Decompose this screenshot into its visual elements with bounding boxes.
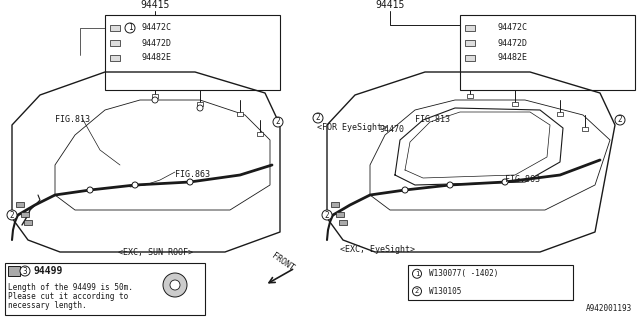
- Bar: [105, 15, 280, 90]
- Circle shape: [615, 115, 625, 125]
- Text: 2: 2: [10, 211, 14, 220]
- Circle shape: [197, 105, 203, 111]
- Text: 1: 1: [415, 271, 419, 277]
- Circle shape: [132, 182, 138, 188]
- Text: FIG.813: FIG.813: [415, 115, 450, 124]
- Bar: [557, 112, 563, 116]
- Text: W130077( -1402): W130077( -1402): [429, 269, 499, 278]
- Circle shape: [313, 113, 323, 123]
- Bar: [110, 25, 120, 31]
- Circle shape: [402, 187, 408, 193]
- Text: 94470: 94470: [380, 125, 405, 134]
- Text: 2: 2: [618, 116, 622, 124]
- Circle shape: [413, 269, 422, 278]
- Bar: [339, 220, 347, 225]
- Bar: [257, 132, 263, 136]
- Bar: [21, 212, 29, 217]
- Text: 94472D: 94472D: [142, 38, 172, 47]
- Bar: [582, 127, 588, 131]
- Text: FIG.863: FIG.863: [175, 170, 210, 179]
- Bar: [465, 55, 475, 61]
- Text: 94472C: 94472C: [497, 23, 527, 33]
- Text: FIG.863: FIG.863: [505, 175, 540, 184]
- Bar: [237, 112, 243, 116]
- Text: 94482E: 94482E: [497, 53, 527, 62]
- Text: Please cut it according to: Please cut it according to: [8, 292, 128, 301]
- Circle shape: [125, 23, 135, 33]
- Bar: [336, 212, 344, 217]
- Circle shape: [413, 287, 422, 296]
- Text: <EXC, EyeSight>: <EXC, EyeSight>: [340, 245, 415, 254]
- Text: 94482E: 94482E: [142, 53, 172, 62]
- Text: 94472D: 94472D: [497, 38, 527, 47]
- Bar: [331, 202, 339, 207]
- Bar: [24, 220, 32, 225]
- Circle shape: [502, 179, 508, 185]
- Text: necessary length.: necessary length.: [8, 301, 86, 310]
- Text: 1: 1: [128, 23, 132, 33]
- Text: 94472C: 94472C: [142, 23, 172, 33]
- Text: 94415: 94415: [375, 0, 404, 10]
- Bar: [408, 265, 573, 300]
- Text: Length of the 94499 is 50m.: Length of the 94499 is 50m.: [8, 283, 133, 292]
- Text: 94415: 94415: [140, 0, 170, 10]
- Bar: [110, 40, 120, 46]
- Circle shape: [170, 280, 180, 290]
- Circle shape: [20, 266, 30, 276]
- Bar: [512, 102, 518, 106]
- Text: 2: 2: [324, 211, 330, 220]
- Bar: [467, 94, 473, 98]
- Circle shape: [152, 97, 158, 103]
- Bar: [110, 55, 120, 61]
- Text: 2: 2: [415, 288, 419, 294]
- Circle shape: [163, 273, 187, 297]
- Circle shape: [87, 187, 93, 193]
- Text: 2: 2: [276, 117, 280, 126]
- Bar: [197, 102, 203, 106]
- Text: FIG.813: FIG.813: [55, 115, 90, 124]
- Circle shape: [322, 210, 332, 220]
- Text: A942001193: A942001193: [586, 304, 632, 313]
- Bar: [5, 263, 205, 315]
- Bar: [465, 40, 475, 46]
- Text: <EXC, SUN ROOF>: <EXC, SUN ROOF>: [118, 248, 193, 257]
- Bar: [8, 266, 20, 276]
- Text: <FOR EyeSight>: <FOR EyeSight>: [317, 124, 387, 132]
- Circle shape: [7, 210, 17, 220]
- Bar: [465, 25, 475, 31]
- Text: 3: 3: [22, 267, 28, 276]
- Bar: [152, 94, 158, 98]
- Text: W130105: W130105: [429, 287, 461, 296]
- Text: 2: 2: [316, 114, 320, 123]
- Bar: [460, 15, 635, 90]
- Text: FRONT: FRONT: [270, 251, 296, 273]
- Bar: [16, 202, 24, 207]
- Circle shape: [447, 182, 453, 188]
- Circle shape: [273, 117, 283, 127]
- Circle shape: [187, 179, 193, 185]
- Text: 94499: 94499: [33, 266, 62, 276]
